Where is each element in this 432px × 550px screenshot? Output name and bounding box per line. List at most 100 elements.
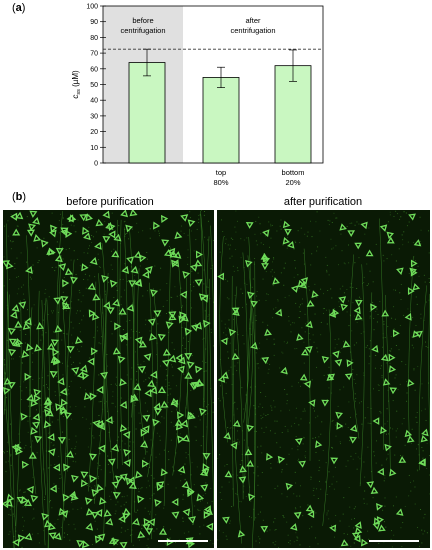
noise-dot (165, 392, 167, 394)
noise-dot (391, 254, 393, 256)
noise-dot (418, 275, 420, 277)
triangle (154, 499, 162, 507)
noise-dot (305, 323, 307, 325)
noise-dot (360, 333, 362, 335)
noise-dot (273, 400, 275, 402)
triangle (109, 279, 118, 288)
noise-dot (366, 503, 368, 505)
noise-dot (309, 422, 311, 424)
noise-dot (286, 342, 288, 344)
triangle (415, 330, 423, 338)
noise-dot (359, 458, 361, 460)
noise-dot (293, 541, 295, 543)
triangle (18, 301, 27, 309)
noise-dot (181, 307, 183, 309)
noise-dot (200, 210, 202, 212)
noise-dot (279, 367, 281, 369)
noise-dot (200, 500, 202, 502)
noise-dot (117, 224, 119, 226)
noise-dot (338, 264, 340, 266)
triangle (203, 319, 211, 328)
noise-dot (18, 288, 20, 290)
triangle (138, 254, 147, 263)
noise-dot (108, 431, 110, 433)
noise-dot (22, 530, 24, 532)
noise-dot (413, 347, 415, 349)
noise-dot (153, 493, 155, 495)
noise-dot (199, 419, 201, 421)
noise-dot (184, 348, 186, 350)
triangle (244, 448, 253, 456)
triangle (275, 308, 283, 317)
noise-dot (68, 385, 70, 387)
noise-dot (394, 377, 396, 379)
noise-dot (198, 222, 200, 224)
noise-dot (91, 543, 93, 545)
noise-dot (55, 394, 57, 396)
triangle (154, 408, 163, 416)
noise-dot (21, 448, 23, 450)
noise-dot (97, 253, 99, 255)
noise-dot (229, 342, 231, 344)
noise-dot (11, 358, 13, 360)
noise-dot (144, 372, 146, 374)
noise-dot (169, 245, 171, 247)
triangle (7, 381, 16, 390)
noise-dot (136, 393, 138, 395)
noise-dot (421, 383, 423, 385)
noise-dot (346, 226, 348, 228)
noise-dot (417, 526, 419, 528)
triangle (122, 507, 131, 516)
noise-dot (5, 471, 7, 473)
noise-dot (70, 301, 72, 303)
noise-dot (363, 498, 365, 500)
noise-dot (72, 508, 74, 510)
noise-dot (30, 446, 32, 448)
noise-dot (241, 453, 243, 455)
noise-dot (10, 514, 12, 516)
noise-dot (421, 397, 423, 399)
triangle (184, 353, 193, 361)
triangle (114, 322, 122, 331)
triangle (63, 412, 72, 420)
triangle (88, 309, 96, 318)
noise-dot (147, 480, 149, 482)
noise-dot (124, 229, 126, 231)
noise-dot (270, 271, 272, 273)
triangle (20, 412, 28, 421)
noise-dot (44, 499, 46, 501)
noise-dot (149, 511, 151, 513)
noise-dot (190, 307, 192, 309)
noise-dot (20, 399, 22, 401)
noise-dot (98, 435, 100, 437)
noise-dot (419, 508, 421, 510)
noise-dot (390, 348, 392, 350)
noise-dot (176, 295, 178, 297)
triangle (57, 377, 65, 386)
noise-dot (124, 263, 126, 265)
noise-dot (399, 325, 401, 327)
triangle (102, 210, 110, 219)
noise-dot (8, 533, 10, 535)
noise-dot (258, 216, 260, 218)
noise-dot (155, 456, 157, 458)
noise-dot (219, 530, 221, 532)
noise-dot (348, 325, 350, 327)
noise-dot (38, 542, 40, 544)
noise-dot (12, 358, 14, 360)
noise-dot (363, 372, 365, 374)
triangle (305, 504, 314, 512)
noise-dot (33, 517, 35, 519)
noise-dot (429, 474, 430, 476)
noise-dot (80, 301, 82, 303)
noise-dot (381, 464, 383, 466)
triangle (91, 511, 100, 519)
noise-dot (369, 310, 371, 312)
fiber (203, 236, 210, 465)
noise-dot (358, 296, 360, 298)
noise-dot (294, 471, 296, 473)
triangle (25, 265, 33, 274)
noise-dot (98, 266, 100, 268)
noise-dot (170, 421, 172, 423)
noise-dot (138, 331, 140, 333)
